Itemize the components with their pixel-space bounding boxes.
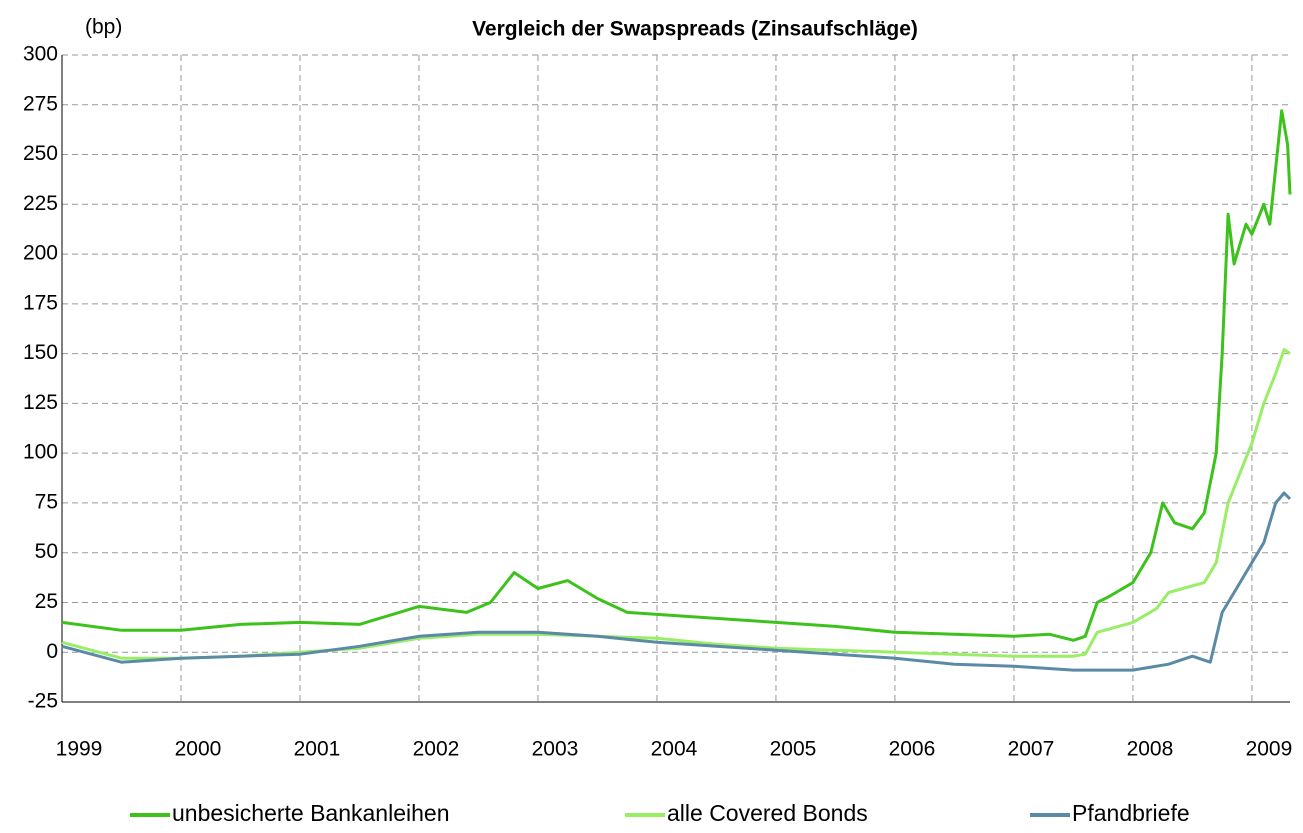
y-tick-label: 300 <box>23 43 58 66</box>
y-tick-label: 225 <box>23 192 58 215</box>
x-tick-label: 2001 <box>294 738 341 761</box>
y-tick-label: 50 <box>35 540 58 563</box>
y-tick-label: 250 <box>23 142 58 165</box>
y-tick-label: 150 <box>23 341 58 364</box>
y-axis-label: (bp) <box>85 16 122 39</box>
y-tick-label: 125 <box>23 391 58 414</box>
y-tick-label: 100 <box>23 441 58 464</box>
x-tick-label: 2006 <box>889 738 936 761</box>
y-tick-label: 175 <box>23 291 58 314</box>
x-tick-label: 2007 <box>1008 738 1055 761</box>
y-tick-label: 25 <box>35 590 58 613</box>
legend-label: Pfandbriefe <box>1072 800 1190 826</box>
y-tick-label: 75 <box>35 490 58 513</box>
legend-label: unbesicherte Bankanleihen <box>172 800 449 826</box>
x-tick-label: 2002 <box>413 738 460 761</box>
x-tick-label: 2003 <box>532 738 579 761</box>
y-tick-label: -25 <box>28 690 58 713</box>
y-tick-label: 0 <box>46 640 58 663</box>
x-tick-label: 2000 <box>175 738 222 761</box>
y-tick-label: 275 <box>23 92 58 115</box>
x-tick-label: 2004 <box>651 738 698 761</box>
series-line <box>61 491 1292 672</box>
x-tick-label: 1999 <box>56 738 103 761</box>
legend-label: alle Covered Bonds <box>667 800 868 826</box>
x-tick-label: 2005 <box>770 738 817 761</box>
y-tick-label: 200 <box>23 242 58 265</box>
x-tick-label: 2008 <box>1127 738 1174 761</box>
chart-title: Vergleich der Swapspreads (Zinsaufschläg… <box>472 18 918 41</box>
x-tick-label: 2009 <box>1246 738 1293 761</box>
series-line <box>61 109 1292 642</box>
series-line <box>61 348 1291 660</box>
